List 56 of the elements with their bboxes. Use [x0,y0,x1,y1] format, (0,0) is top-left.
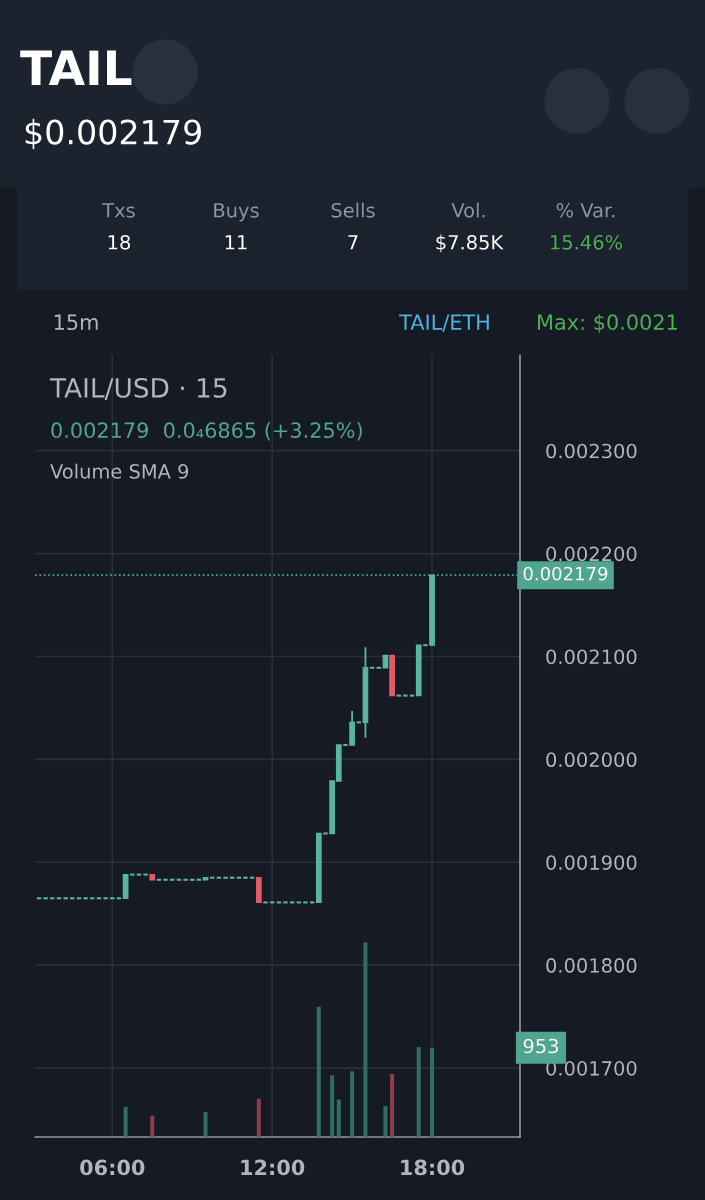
candlestick [262,901,269,904]
annotation: Volume SMA 9 [50,463,189,479]
candlestick [162,878,169,881]
text: $0.002179 [25,118,201,150]
bar [363,942,368,1137]
text: Max: $0.0021 [538,313,677,333]
text: TAIL [20,50,132,86]
y-tick-label: 0.001700 [546,1061,637,1076]
y-tick-label: 0.002100 [546,649,637,665]
bar [316,1006,321,1137]
x-tick-label: 18:00 [401,1159,465,1176]
candlestick [402,694,409,697]
x-tick-label: 12:00 [241,1159,305,1176]
candlestick [282,901,289,904]
bar [383,1106,388,1137]
text: 11 [225,235,247,250]
bar [390,1073,395,1137]
text: TAIL/ETH [399,314,489,332]
bar [330,1075,335,1137]
text: 7 [348,235,358,250]
candlestick [182,878,189,881]
bar [430,1047,435,1137]
x-tick-label: 06:00 [80,1159,145,1176]
bar [336,1099,341,1137]
text: 0.002179 0.0₄6865 (+3.25%) [51,421,362,441]
ref-line-label: 0.002179 [523,566,608,581]
text: Sells [331,202,375,218]
y-tick-label: 0.002200 [546,546,637,562]
text: % Var. [556,202,615,218]
bar [350,1071,355,1137]
y-tick-label: 0.001900 [546,855,637,870]
text: 15m [54,314,98,331]
text: 15.46% [551,234,622,250]
bar [123,1106,128,1137]
bar [256,1098,261,1137]
text: Buys [214,203,259,222]
y-tick-label: 0.001800 [546,958,637,973]
candlestick [142,873,149,876]
bar [203,1112,208,1137]
bar [416,1047,421,1137]
candlestick [82,897,89,900]
candlestick [222,876,229,879]
candlestick [42,897,49,900]
text: 953 [523,1038,558,1054]
candlestick [242,876,249,879]
text: 18 [108,234,131,250]
y-tick-label: 0.002300 [546,443,637,459]
candlestick [302,901,309,904]
candlestick [102,897,109,900]
text: Vol. [451,202,485,218]
y-tick-label: 0.002000 [546,752,637,768]
text: Txs [102,203,135,218]
text: TAIL/USD · 15 [49,377,227,400]
text: $7.85K [436,234,504,253]
bar [150,1115,155,1137]
candlestick [62,897,69,900]
